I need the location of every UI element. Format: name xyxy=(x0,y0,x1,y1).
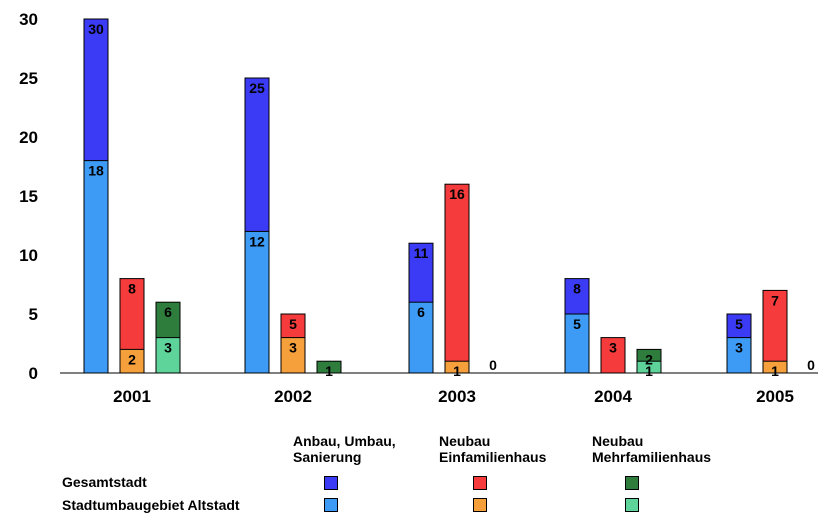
bar-gesamtstadt-einfamilienhaus-2005 xyxy=(762,289,788,374)
swatch-gesamtstadt-anbau xyxy=(324,476,338,490)
data-label-altstadt-anbau-2003: 6 xyxy=(417,304,425,320)
data-label-gesamtstadt-mehrfamilienhaus-2004: 2 xyxy=(645,351,653,367)
swatch-altstadt-anbau xyxy=(324,498,338,512)
data-label-gesamtstadt-einfamilienhaus-2001: 8 xyxy=(128,281,136,297)
x-category-label: 2001 xyxy=(113,387,151,406)
y-tick-label: 15 xyxy=(19,187,38,206)
data-label-gesamtstadt-anbau-2003: 11 xyxy=(414,245,429,261)
data-label-gesamtstadt-einfamilienhaus-2002: 5 xyxy=(289,316,297,332)
legend-head-mehrfamilienhaus-line1: Neubau xyxy=(592,433,644,449)
x-category-label: 2005 xyxy=(756,387,794,406)
bar-altstadt-anbau-2004 xyxy=(564,313,590,374)
legend-row-altstadt: Stadtumbaugebiet Altstadt xyxy=(62,497,240,513)
legend-head-mehrfamilienhaus: Neubau Mehrfamilienhaus xyxy=(592,433,711,465)
data-label-gesamtstadt-einfamilienhaus-2003: 16 xyxy=(449,186,465,202)
data-label-gesamtstadt-mehrfamilienhaus-2001: 6 xyxy=(164,304,172,320)
swatch-altstadt-mehrfamilienhaus xyxy=(625,498,639,512)
y-axis: 0 5 10 15 20 25 30 xyxy=(19,10,38,383)
y-tick-label: 5 xyxy=(29,305,38,324)
legend-row-gesamtstadt: Gesamtstadt xyxy=(62,474,147,490)
data-label-gesamtstadt-anbau-2001: 30 xyxy=(88,21,104,37)
x-category-label: 2003 xyxy=(438,387,476,406)
data-label-altstadt-einfamilienhaus-2002: 3 xyxy=(289,340,297,356)
swatch-gesamtstadt-mehrfamilienhaus xyxy=(625,476,639,490)
data-label-altstadt-mehrfamilienhaus-2004: 1 xyxy=(645,363,653,379)
legend-head-anbau-line2: Sanierung xyxy=(293,449,362,465)
bar-altstadt-anbau-2005 xyxy=(726,337,752,374)
data-label-altstadt-einfamilienhaus-2003: 1 xyxy=(453,363,461,379)
data-label-altstadt-mehrfamilienhaus-2001: 3 xyxy=(164,340,172,356)
legend-head-einfamilienhaus-line2: Einfamilienhaus xyxy=(439,449,547,465)
data-label-gesamtstadt-anbau-2002: 25 xyxy=(249,80,265,96)
data-label-altstadt-anbau-2002: 12 xyxy=(249,233,265,249)
y-tick-label: 25 xyxy=(19,69,38,88)
data-label-altstadt-einfamilienhaus-2001: 2 xyxy=(128,351,136,367)
data-label-altstadt-anbau-2001: 18 xyxy=(88,163,104,179)
data-label-altstadt-einfamilienhaus-2005: 1 xyxy=(771,363,779,379)
x-category-label: 2002 xyxy=(274,387,312,406)
bar-gesamtstadt-einfamilienhaus-2003 xyxy=(444,183,470,374)
data-label-gesamtstadt-mehrfamilienhaus-2003: 0 xyxy=(489,357,497,373)
swatch-gesamtstadt-einfamilienhaus xyxy=(473,476,487,490)
data-label-gesamtstadt-mehrfamilienhaus-2002: 1 xyxy=(325,363,333,379)
swatch-altstadt-einfamilienhaus xyxy=(473,498,487,512)
data-label-altstadt-anbau-2004: 5 xyxy=(573,316,581,332)
y-tick-label: 10 xyxy=(19,246,38,265)
data-label-gesamtstadt-einfamilienhaus-2004: 3 xyxy=(609,340,617,356)
y-tick-label: 20 xyxy=(19,128,38,147)
y-tick-label: 30 xyxy=(19,10,38,29)
x-axis: 2001 2002 2003 2004 2005 xyxy=(113,387,794,406)
data-label-gesamtstadt-anbau-2005: 5 xyxy=(735,316,743,332)
data-label-gesamtstadt-anbau-2004: 8 xyxy=(573,281,581,297)
legend-head-mehrfamilienhaus-line2: Mehrfamilienhaus xyxy=(592,449,712,465)
legend-head-einfamilienhaus-line1: Neubau xyxy=(439,433,491,449)
x-category-label: 2004 xyxy=(594,387,632,406)
legend-head-anbau-line1: Anbau, Umbau, xyxy=(293,433,396,449)
bar-altstadt-anbau-2002 xyxy=(244,230,270,374)
y-tick-label: 0 xyxy=(29,364,38,383)
data-label-gesamtstadt-einfamilienhaus-2005: 7 xyxy=(771,292,779,308)
data-label-gesamtstadt-mehrfamilienhaus-2005: 0 xyxy=(807,357,815,373)
bar-altstadt-anbau-2003 xyxy=(408,301,434,374)
data-label-altstadt-anbau-2005: 3 xyxy=(735,340,743,356)
bar-altstadt-einfamilienhaus-2002 xyxy=(280,337,306,374)
legend-head-anbau: Anbau, Umbau, Sanierung xyxy=(293,433,396,465)
legend-head-einfamilienhaus: Neubau Einfamilienhaus xyxy=(439,433,546,465)
bar-altstadt-anbau-2001 xyxy=(83,160,109,374)
